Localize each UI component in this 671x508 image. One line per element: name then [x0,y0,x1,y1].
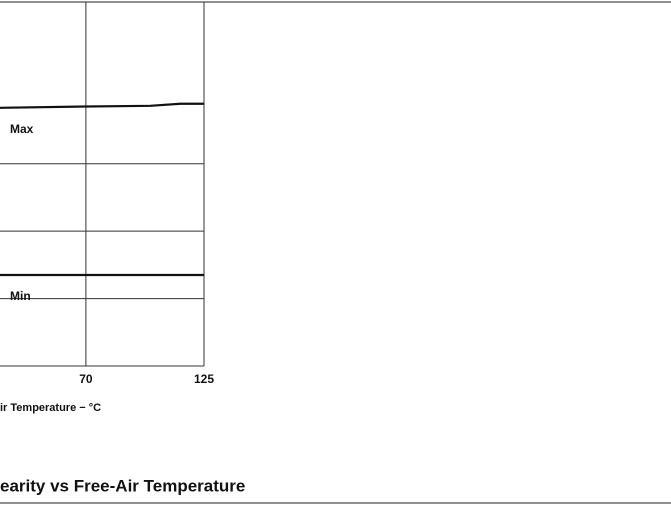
x-tick-label: 70 [79,372,93,386]
series-label: Max [10,122,34,136]
series-label: Min [10,289,31,303]
x-tick-label: 125 [194,372,214,386]
x-axis-title: ir Temperature − °C [0,402,101,414]
chart-title: earity vs Free-Air Temperature [0,476,245,495]
line-series [0,102,204,109]
